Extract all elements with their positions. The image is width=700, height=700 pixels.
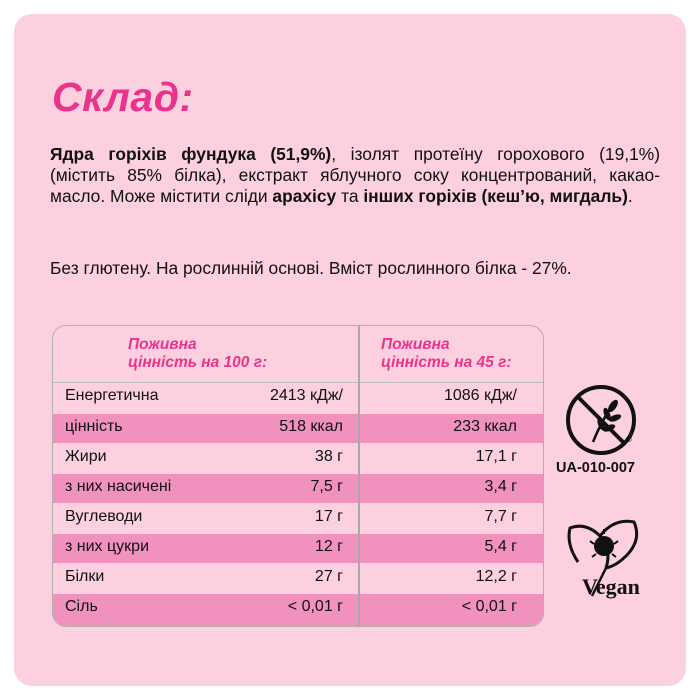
header-45g-line1: Поживна <box>381 336 450 353</box>
row-value-100g: 17 г <box>314 508 343 525</box>
header-100g-line2: цінність на 100 г: <box>128 354 268 371</box>
row-label: цінність <box>65 418 123 435</box>
note-text: Без глютену. На рослинній основі. Вміст … <box>50 258 572 278</box>
row-value-45g: 1086 кДж/ <box>443 387 517 404</box>
svg-text:®: ® <box>626 435 632 444</box>
table-row: Жири 38 г 17,1 г <box>53 444 543 473</box>
row-value-45g: 5,4 г <box>484 538 517 555</box>
row-value-100g: 518 ккал <box>279 418 343 435</box>
section-title: Склад: <box>52 74 194 120</box>
table-row: з них насичені 7,5 г 3,4 г <box>53 474 543 503</box>
ingredient-bold-1: Ядра горіхів фундука (51,9%) <box>50 144 332 164</box>
row-value-45g: 17,1 г <box>475 448 517 465</box>
vegan-label: Vegan <box>582 574 640 599</box>
row-label: Сіль <box>65 598 98 615</box>
row-value-100g: 2413 кДж/ <box>269 387 343 404</box>
row-value-45g: 3,4 г <box>484 478 517 495</box>
row-value-45g: < 0,01 г <box>461 598 517 615</box>
row-label: Білки <box>65 568 105 585</box>
gluten-free-icon: ® <box>566 385 636 455</box>
header-100g: Поживна цінність на 100 г: <box>128 336 267 372</box>
row-value-100g: 7,5 г <box>310 478 343 495</box>
column-divider <box>358 326 360 626</box>
row-value-45g: 12,2 г <box>475 568 517 585</box>
row-value-45g: 7,7 г <box>484 508 517 525</box>
header-45g: Поживна цінність на 45 г: <box>381 336 512 372</box>
row-label: з них насичені <box>65 478 172 495</box>
ingredient-bold-3: інших горіхів (кеш’ю, мигдаль) <box>363 186 628 206</box>
ingredient-text-3: . <box>627 186 633 206</box>
table-row: Вуглеводи 17 г 7,7 г <box>53 504 543 533</box>
table-row: цінність 518 ккал 233 ккал <box>53 414 543 443</box>
header-divider <box>53 382 543 383</box>
row-value-45g: 233 ккал <box>453 418 517 435</box>
gluten-free-code: UA-010-007 <box>556 460 635 476</box>
header-100g-line1: Поживна <box>128 336 197 353</box>
row-value-100g: 27 г <box>314 568 343 585</box>
row-label: Вуглеводи <box>65 508 143 525</box>
card-background <box>14 14 686 686</box>
table-row: Сіль < 0,01 г < 0,01 г <box>53 594 543 626</box>
nutrition-table: Поживна цінність на 100 г: Поживна цінні… <box>52 325 544 627</box>
table-row: Енергетична 2413 кДж/ 1086 кДж/ <box>53 383 543 412</box>
header-45g-line2: цінність на 45 г: <box>381 354 512 371</box>
row-value-100g: 38 г <box>314 448 343 465</box>
row-value-100g: < 0,01 г <box>287 598 343 615</box>
row-label: Жири <box>65 448 107 465</box>
ingredient-text-2: та <box>336 186 364 206</box>
ingredient-text-1: , ізолят протеїну горохового (19,1%) (мі… <box>50 144 660 206</box>
table-row: Білки 27 г 12,2 г <box>53 564 543 593</box>
table-header: Поживна цінність на 100 г: Поживна цінні… <box>53 326 543 382</box>
ingredients-text: Ядра горіхів фундука (51,9%), ізолят про… <box>50 144 660 207</box>
row-label: Енергетична <box>65 387 159 404</box>
row-label: з них цукри <box>65 538 149 555</box>
table-row: з них цукри 12 г 5,4 г <box>53 534 543 563</box>
ingredient-bold-2: арахісу <box>272 186 337 206</box>
row-value-100g: 12 г <box>314 538 343 555</box>
vegan-logo-icon: Vegan <box>567 519 640 599</box>
